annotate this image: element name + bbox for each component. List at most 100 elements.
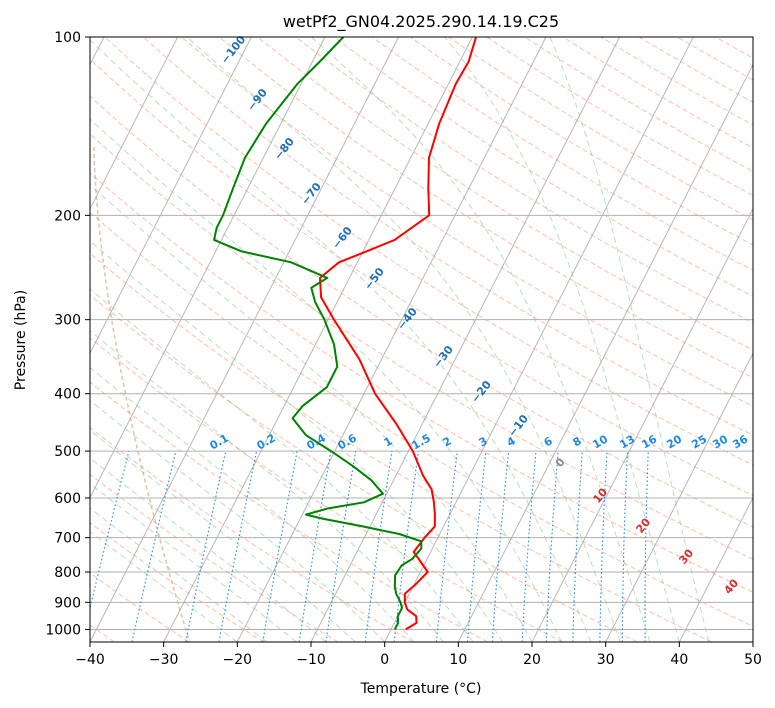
mixing-ratio-label: 6 — [542, 434, 555, 449]
y-tick-label: 100 — [54, 30, 81, 46]
dry-adiabat — [333, 37, 753, 297]
dry-adiabat — [90, 252, 712, 642]
dry-adiabat — [180, 37, 753, 407]
mixing-ratio-label: 1 — [382, 434, 395, 449]
mixing-ratio-line — [621, 451, 629, 642]
isotherm — [310, 37, 621, 642]
mixing-ratio-line — [599, 451, 608, 642]
plot-frame — [89, 36, 754, 643]
moist-adiabat-label: −80 — [272, 135, 298, 163]
dry-adiabat — [90, 95, 753, 528]
x-tick-label: 30 — [597, 652, 615, 668]
chart-title: wetPf2_GN04.2025.290.14.19.C25 — [283, 12, 559, 32]
moist-adiabat-label: −70 — [299, 180, 325, 208]
isotherm — [236, 37, 547, 642]
mixing-ratio-line — [364, 451, 393, 642]
y-tick-label: 400 — [54, 387, 81, 403]
isotherm — [90, 37, 252, 355]
background-curve — [93, 146, 191, 642]
x-tick-label: 10 — [449, 652, 467, 668]
mixing-ratio-label: 3 — [477, 434, 490, 449]
x-tick-label: 20 — [523, 652, 541, 668]
y-tick-label: 900 — [54, 595, 81, 611]
x-tick-label: −40 — [75, 652, 105, 668]
theta-e-label: 40 — [721, 576, 741, 596]
isotherm — [90, 37, 326, 499]
mixing-ratio-line — [644, 451, 649, 642]
moist-adiabat-label: −20 — [469, 378, 495, 406]
moist-adiabat-label: −30 — [431, 343, 457, 371]
moist-adiabat-label: −50 — [362, 265, 388, 293]
y-axis-title: Pressure (hPa) — [13, 290, 29, 390]
theta-e-label: 20 — [633, 515, 653, 535]
mixing-ratio-label: 0.6 — [336, 431, 360, 452]
isotherm — [457, 63, 753, 642]
mixing-ratio-label: 0.1 — [208, 431, 231, 452]
moist-adiabat-label: −100 — [218, 33, 248, 67]
y-tick-label: 200 — [54, 208, 81, 224]
isotherm — [678, 496, 753, 642]
isotherm — [163, 37, 473, 642]
theta-e-label: 0 — [553, 455, 568, 469]
mixing-ratio-label: 20 — [664, 432, 684, 451]
mixing-ratio-line — [90, 450, 130, 611]
mixing-ratio-label: 10 — [590, 432, 610, 451]
moist-adiabat — [90, 184, 533, 642]
mixing-ratio-label: 0.2 — [255, 431, 278, 452]
y-tick-label: 300 — [54, 313, 81, 329]
y-tick-label: 700 — [54, 531, 81, 547]
isotherm — [531, 207, 753, 642]
dry-adiabat — [257, 37, 753, 351]
dry-adiabat — [142, 37, 753, 436]
mixing-ratio-label: 2 — [441, 434, 454, 449]
moist-adiabat — [90, 39, 592, 642]
dry-adiabat — [219, 37, 753, 379]
mixing-ratio-line — [185, 450, 227, 642]
isotherm — [605, 352, 753, 642]
dry-adiabat — [90, 381, 488, 642]
moist-adiabat — [444, 37, 680, 642]
dry-adiabat — [754, 37, 775, 642]
mixing-ratio-label: 30 — [710, 432, 730, 451]
mixing-ratio-label: 16 — [639, 432, 659, 451]
moist-adiabat — [90, 118, 562, 642]
isotherm — [90, 37, 179, 210]
isotherm — [384, 37, 694, 642]
mixing-ratio-line — [545, 451, 559, 642]
moist-adiabat — [90, 457, 327, 642]
y-tick-label: 1000 — [45, 622, 81, 638]
x-tick-label: −20 — [223, 652, 253, 668]
moist-adiabat-label: −90 — [245, 86, 271, 114]
dry-adiabat — [638, 37, 753, 103]
moist-adiabat — [90, 483, 297, 642]
moist-adiabat — [90, 507, 268, 642]
temperature-profile — [319, 37, 477, 631]
x-axis-title: Temperature (°C) — [360, 681, 482, 697]
dry-adiabat — [295, 37, 753, 324]
mixing-ratio-label: 36 — [730, 432, 750, 451]
mixing-ratio-line — [131, 450, 177, 642]
moist-adiabat — [549, 37, 710, 642]
x-tick-label: −30 — [149, 652, 179, 668]
x-tick-label: 40 — [670, 652, 688, 668]
dry-adiabat — [90, 294, 638, 642]
mixing-ratio-label: 0.4 — [305, 431, 329, 452]
mixing-ratio-label: 25 — [689, 433, 709, 452]
moist-adiabat — [90, 399, 386, 642]
mixing-ratio-label: 8 — [571, 434, 584, 449]
mixing-ratio-line — [491, 451, 510, 642]
mixing-ratio-label: 1.5 — [410, 431, 433, 452]
mixing-ratio-line — [325, 451, 357, 642]
y-tick-label: 800 — [54, 565, 81, 581]
x-tick-label: 50 — [744, 652, 762, 668]
isotherm — [752, 640, 753, 642]
moist-adiabat — [90, 288, 474, 642]
moist-adiabat — [186, 37, 621, 642]
mixing-ratio-line — [393, 451, 420, 642]
mixing-ratio-line — [218, 450, 258, 642]
moist-adiabat — [90, 530, 238, 642]
dewpoint-profile — [213, 37, 423, 630]
moist-adiabat — [90, 429, 356, 642]
dry-adiabat — [90, 473, 339, 642]
